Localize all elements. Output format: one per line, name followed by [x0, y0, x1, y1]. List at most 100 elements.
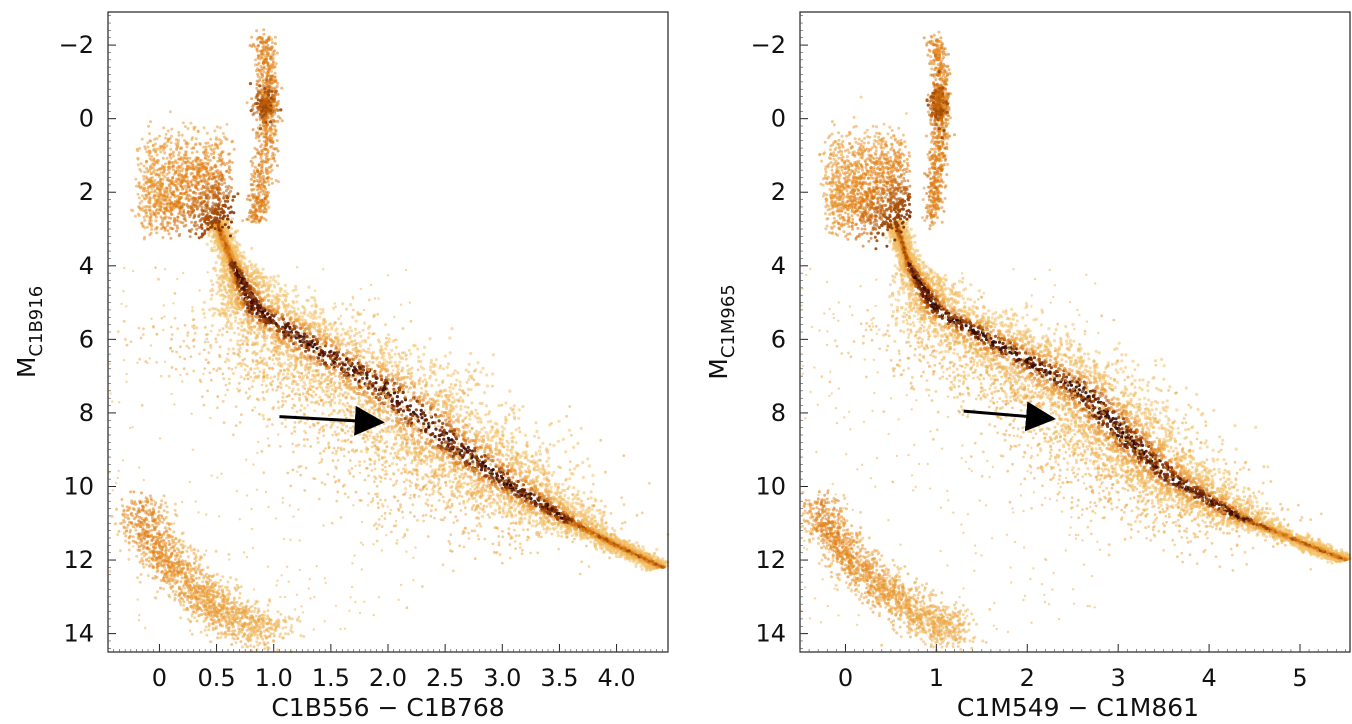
star-point	[267, 308, 270, 311]
star-point	[337, 339, 340, 342]
star-point	[292, 301, 295, 304]
star-point	[443, 411, 446, 414]
star-point	[618, 539, 621, 542]
star-point	[430, 384, 433, 387]
star-point	[216, 255, 219, 258]
star-point	[206, 243, 209, 246]
star-point	[547, 464, 550, 467]
star-point	[412, 411, 415, 414]
star-point	[274, 298, 277, 301]
star-point	[324, 361, 327, 364]
star-point	[286, 314, 289, 317]
star-point	[663, 560, 666, 563]
star-point	[352, 348, 355, 351]
star-point	[421, 404, 424, 407]
star-point	[299, 379, 302, 382]
star-point	[394, 353, 397, 356]
star-point	[577, 490, 580, 493]
star-point	[279, 294, 282, 297]
star-point	[509, 511, 512, 514]
star-point	[464, 461, 467, 464]
star-point	[326, 328, 329, 331]
star-point	[210, 297, 213, 300]
star-point	[607, 544, 610, 547]
star-point	[641, 568, 644, 571]
star-point	[486, 384, 489, 387]
star-point	[573, 528, 576, 531]
star-point	[562, 438, 565, 441]
star-point	[253, 372, 256, 375]
star-point	[648, 557, 651, 560]
star-point	[505, 419, 508, 422]
star-point	[509, 407, 512, 410]
star-point	[350, 329, 353, 332]
star-point	[628, 559, 631, 562]
star-point	[216, 274, 219, 277]
star-point	[520, 471, 523, 474]
star-point	[524, 480, 527, 483]
star-point	[468, 449, 471, 452]
star-point	[418, 434, 421, 437]
star-point	[231, 276, 234, 279]
star-point	[509, 502, 512, 505]
star-point	[229, 339, 232, 342]
star-point	[634, 565, 637, 568]
star-point	[519, 478, 522, 481]
star-point	[274, 280, 277, 283]
star-point	[252, 270, 255, 273]
star-point	[455, 427, 458, 430]
star-point	[262, 291, 265, 294]
star-point	[392, 384, 395, 387]
star-point	[496, 502, 499, 505]
star-point	[438, 434, 441, 437]
star-point	[450, 442, 453, 445]
star-point	[375, 358, 378, 361]
star-point	[490, 439, 493, 442]
star-point	[459, 408, 462, 411]
star-point	[237, 275, 240, 278]
star-point	[338, 402, 341, 405]
star-point	[254, 263, 257, 266]
star-point	[580, 533, 583, 536]
star-point	[312, 356, 315, 359]
star-point	[510, 436, 513, 439]
star-point	[602, 525, 605, 528]
star-point	[447, 362, 450, 365]
star-point	[591, 508, 594, 511]
star-point	[392, 456, 395, 459]
star-point	[445, 422, 448, 425]
star-point	[219, 314, 222, 317]
star-point	[449, 480, 452, 483]
star-point	[211, 324, 214, 327]
star-point	[485, 373, 488, 376]
star-point	[426, 438, 429, 441]
star-point	[584, 518, 587, 521]
star-point	[557, 512, 560, 515]
star-point	[518, 495, 521, 498]
star-point	[369, 344, 372, 347]
star-point	[358, 342, 361, 345]
star-point	[232, 372, 235, 375]
star-point	[566, 506, 569, 509]
star-point	[395, 417, 398, 420]
star-point	[391, 378, 394, 381]
star-point	[546, 484, 549, 487]
star-point	[250, 272, 253, 275]
star-point	[521, 405, 524, 408]
star-point	[571, 501, 574, 504]
star-point	[481, 466, 484, 469]
star-point	[484, 459, 487, 462]
star-point	[248, 310, 251, 313]
star-point	[227, 359, 230, 362]
star-point	[518, 408, 521, 411]
star-point	[294, 285, 297, 288]
star-point	[225, 325, 228, 328]
star-point	[531, 501, 534, 504]
star-point	[358, 386, 361, 389]
star-point	[436, 408, 439, 411]
star-point	[405, 415, 408, 418]
star-point	[240, 375, 243, 378]
star-point	[395, 346, 398, 349]
star-point	[260, 315, 263, 318]
star-point	[467, 483, 470, 486]
